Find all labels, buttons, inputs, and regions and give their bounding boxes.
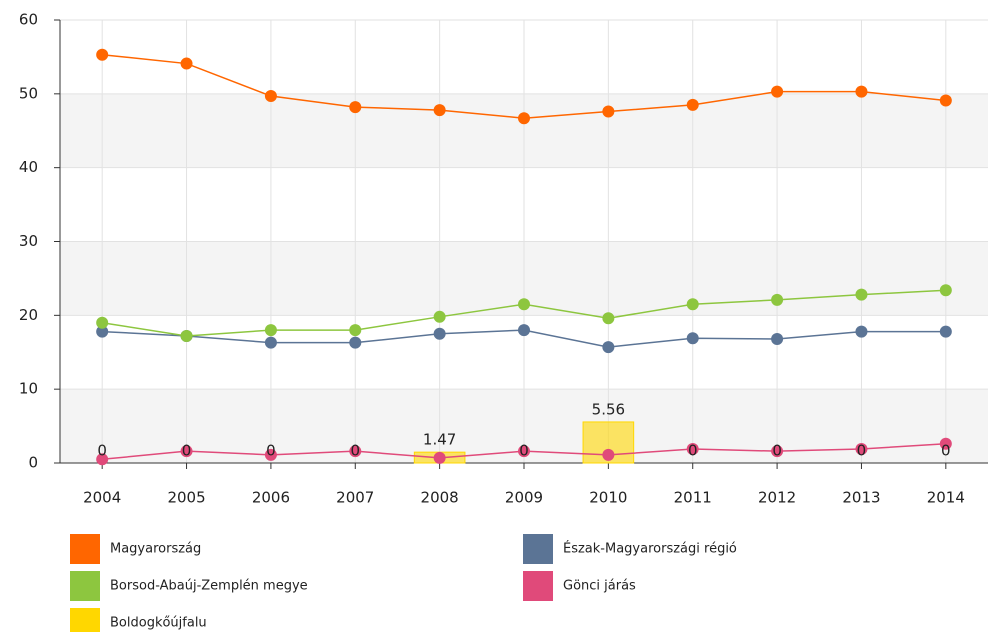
- x-tick-label: 2014: [927, 489, 965, 507]
- legend: Magyarország Észak-Magyarországi régió Bor…: [70, 534, 737, 632]
- point: [264, 448, 277, 461]
- data-label: 0: [350, 442, 360, 460]
- x-tick-label: 2006: [252, 489, 290, 507]
- point: [433, 310, 446, 323]
- point: [686, 332, 699, 345]
- point: [264, 336, 277, 349]
- point: [939, 325, 952, 338]
- point: [180, 330, 193, 343]
- point: [771, 293, 784, 306]
- x-tick-label: 2012: [758, 489, 796, 507]
- legend-swatch: [523, 571, 553, 601]
- point: [602, 341, 615, 354]
- legend-label: Gönci járás: [563, 579, 636, 594]
- point: [686, 98, 699, 111]
- point: [433, 327, 446, 340]
- legend-swatch: [70, 608, 100, 632]
- x-tick-label: 2011: [674, 489, 712, 507]
- point: [518, 324, 530, 337]
- point: [180, 445, 193, 458]
- data-label: 0: [97, 442, 107, 460]
- data-label: 0: [182, 442, 192, 460]
- y-tick-label: 60: [19, 11, 38, 29]
- point: [96, 316, 109, 329]
- x-tick-label: 2009: [505, 489, 543, 507]
- point: [602, 312, 615, 325]
- point: [855, 442, 868, 455]
- x-tick-label: 2008: [421, 489, 459, 507]
- y-tick-label: 40: [19, 158, 38, 176]
- y-tick-label: 0: [28, 454, 38, 472]
- legend-swatch: [523, 534, 553, 564]
- point: [518, 298, 530, 311]
- x-tick-label: 2004: [83, 489, 121, 507]
- data-label: 0: [266, 442, 276, 460]
- data-label: 5.56: [592, 400, 625, 418]
- y-tick-label: 10: [19, 380, 38, 398]
- point: [264, 90, 277, 103]
- y-tick-label: 20: [19, 306, 38, 324]
- point: [349, 324, 362, 337]
- legend-label: Borsod-Abaúj-Zemplén megye: [110, 579, 308, 594]
- point: [771, 332, 784, 345]
- point: [939, 437, 952, 450]
- point: [602, 448, 615, 461]
- point: [855, 288, 868, 301]
- point: [855, 325, 868, 338]
- data-label: 1.47: [423, 431, 456, 449]
- x-tick-label: 2005: [167, 489, 205, 507]
- point: [771, 85, 784, 98]
- point: [96, 325, 109, 338]
- point: [518, 445, 530, 458]
- point: [349, 445, 362, 458]
- point: [771, 445, 784, 458]
- point: [264, 324, 277, 337]
- data-label: 0: [688, 442, 698, 460]
- legend-swatch: [70, 571, 100, 601]
- point: [686, 298, 699, 311]
- point: [349, 101, 362, 114]
- point: [518, 112, 530, 125]
- point: [602, 105, 615, 118]
- y-tick-label: 30: [19, 232, 38, 250]
- legend-swatch: [70, 534, 100, 564]
- point: [96, 48, 109, 61]
- point: [686, 442, 699, 455]
- x-tick-label: 2007: [336, 489, 374, 507]
- data-label: 0: [519, 442, 529, 460]
- point: [180, 57, 193, 70]
- point: [939, 284, 952, 297]
- legend-label: Magyarország: [110, 542, 201, 557]
- data-label: 0: [941, 442, 951, 460]
- point: [939, 94, 952, 107]
- data-label: 0: [772, 442, 782, 460]
- point: [433, 104, 446, 117]
- point: [96, 453, 109, 466]
- legend-label: Észak-Magyarországi régió: [563, 541, 737, 557]
- x-tick-label: 2010: [589, 489, 627, 507]
- legend-label: Boldogkőújfalu: [110, 616, 207, 631]
- point: [349, 336, 362, 349]
- point: [433, 451, 446, 464]
- x-tick-label: 2013: [842, 489, 880, 507]
- data-label: 0: [857, 442, 867, 460]
- point: [855, 85, 868, 98]
- y-tick-label: 50: [19, 84, 38, 102]
